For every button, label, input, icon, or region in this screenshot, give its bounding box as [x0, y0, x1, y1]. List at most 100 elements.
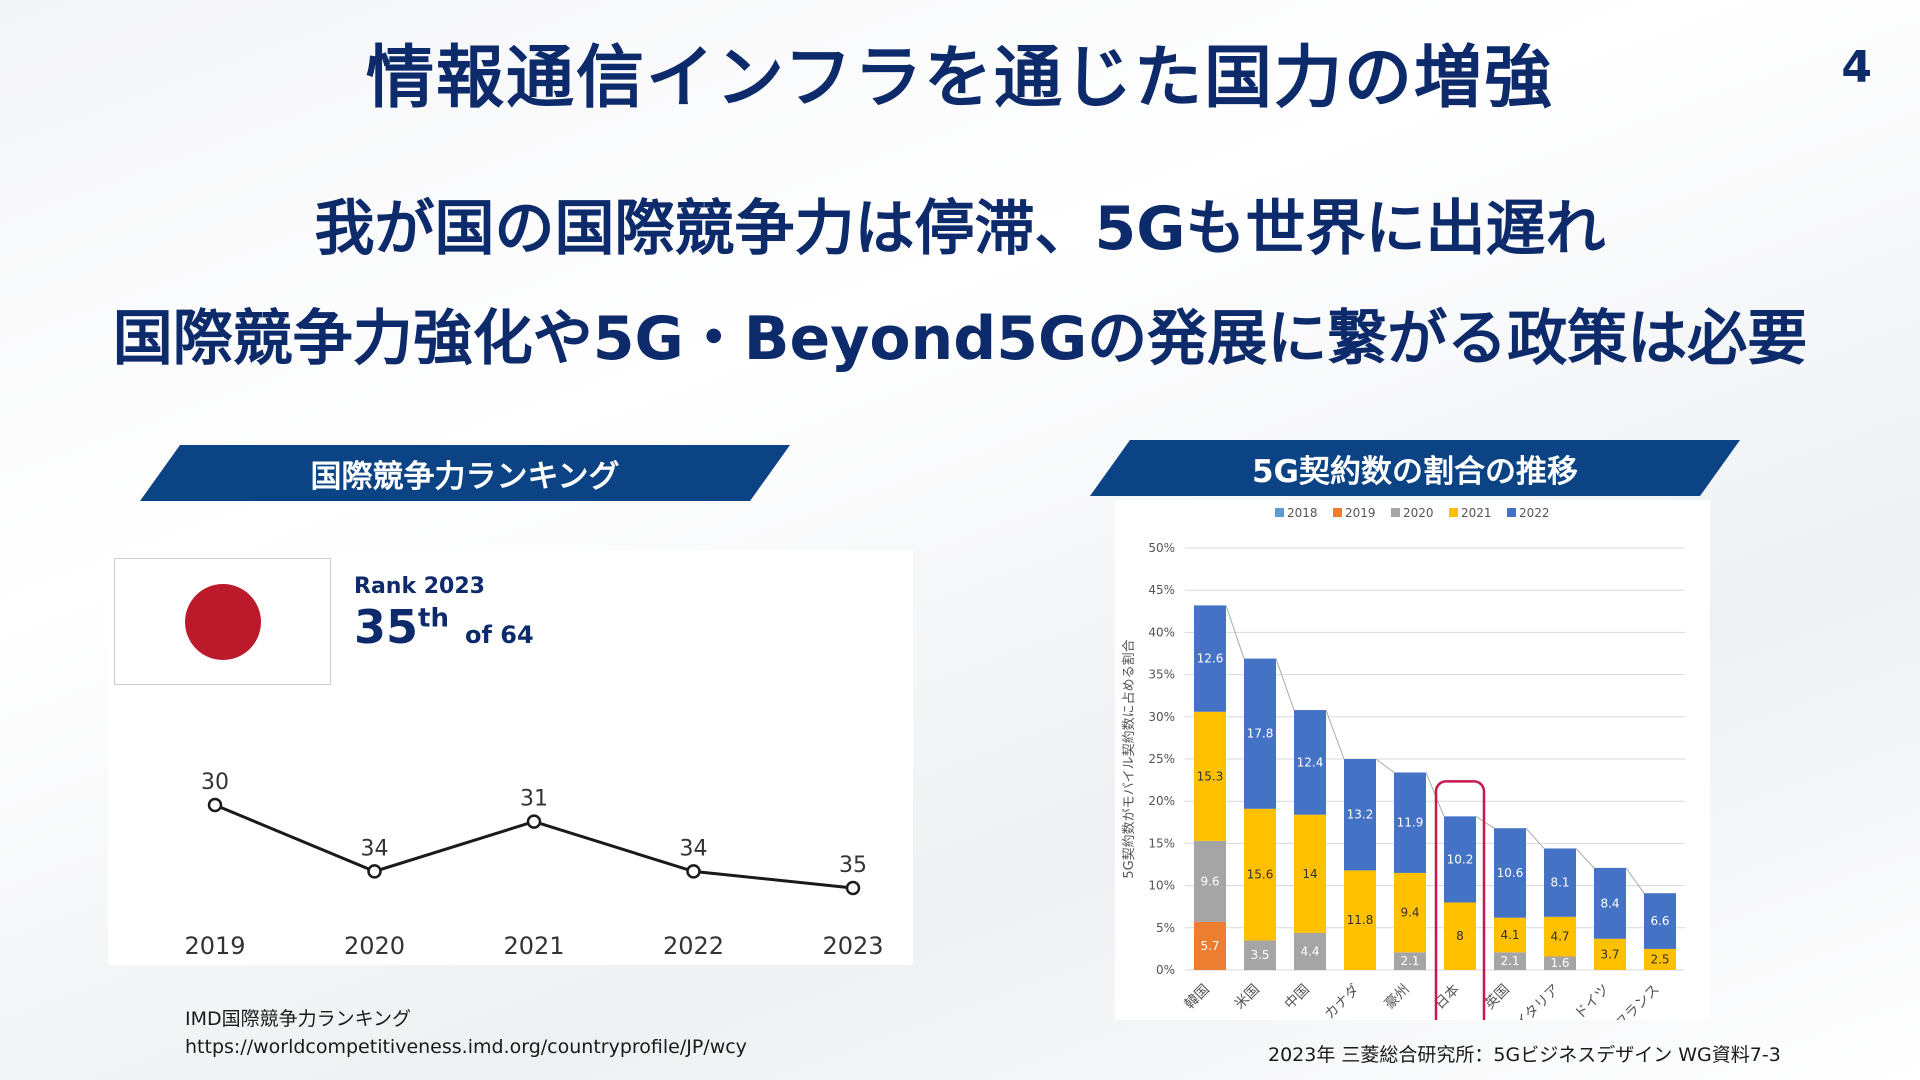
ranking-point-2019: [207, 797, 223, 813]
y-tick-5: 5%: [1156, 921, 1175, 935]
ranking-point-2023: [845, 880, 861, 896]
y-tick-25: 25%: [1148, 752, 1175, 766]
connector-line-3: [1375, 758, 1395, 773]
bar-カナダ-2022: [1344, 759, 1376, 871]
bar-フランス-2022: [1644, 893, 1676, 949]
x-tick-フランス: フランス: [1612, 982, 1663, 1020]
bar-日本-2022: [1444, 816, 1476, 903]
bar-label-イタリア-2022: 8.1: [1550, 876, 1569, 890]
y-tick-15: 15%: [1148, 836, 1175, 850]
ranking-point-2022: [686, 864, 701, 879]
bar-label-英国-2022: 10.6: [1497, 866, 1524, 880]
ranking-source-url[interactable]: https://worldcompetitiveness.imd.org/cou…: [185, 1036, 747, 1058]
ranking-data-label-2020: 34: [361, 836, 389, 861]
bar-label-中国-2021: 14: [1302, 867, 1317, 881]
ranking-x-tick-2022: 2022: [663, 932, 724, 960]
ranking-x-tick-2023: 2023: [822, 932, 883, 960]
ranking-data-label-2021: 31: [520, 787, 548, 812]
bar-豪州-2021: [1394, 872, 1426, 953]
x-tick-ドイツ: ドイツ: [1572, 982, 1613, 1020]
connector-line-2: [1325, 709, 1345, 760]
bar-米国-2020: [1244, 940, 1276, 970]
bar-カナダ-2021: [1344, 870, 1376, 970]
ranking-point-2021: [526, 814, 542, 829]
5g-share-panel: 2018 2019 2020 2021 2022 0% 5% 10% 15% 20% 25% 30% 3…: [1115, 500, 1710, 1032]
bar-イタリア-2020: [1544, 956, 1576, 970]
rank-year-label: Rank 2023: [354, 574, 485, 599]
bar-label-中国-2022: 12.4: [1297, 755, 1324, 769]
ranking-data-label-2022: 34: [680, 836, 708, 861]
legend-swatch-2019: [1333, 508, 1342, 517]
bar-英国-2020: [1494, 952, 1526, 970]
y-tick-50: 50%: [1148, 541, 1175, 555]
bar-豪州-2022: [1394, 772, 1426, 873]
bar-label-韓国-2019: 5.7: [1200, 939, 1219, 953]
bar-韓国-2022: [1194, 605, 1226, 712]
5g-share-bar-chart: 2018 2019 2020 2021 2022 0% 5% 10% 15% 20% 25% 30% 3…: [1121, 506, 1685, 1032]
legend-label-2018: 2018: [1287, 506, 1318, 520]
bar-label-豪州-2020: 2.1: [1400, 954, 1419, 968]
bar-中国-2021: [1294, 814, 1326, 933]
legend-label-2021: 2021: [1461, 506, 1492, 520]
x-tick-英国: 英国: [1481, 981, 1513, 1013]
bar-label-イタリア-2020: 1.6: [1550, 956, 1569, 970]
rank-number: 35: [354, 600, 419, 654]
ranking-source-title: IMD国際競争力ランキング: [185, 1008, 412, 1030]
bar-label-米国-2021: 15.6: [1247, 868, 1274, 882]
ranking-x-tick-2019: 2019: [184, 932, 245, 960]
x-tick-イタリア: イタリア: [1512, 982, 1563, 1020]
5g-share-source: 2023年 三菱総合研究所：5Gビジネスデザイン WG資料7-3: [1268, 1044, 1781, 1066]
bar-label-フランス-2022: 6.6: [1650, 914, 1669, 928]
y-tick-45: 45%: [1148, 583, 1175, 597]
y-tick-35: 35%: [1148, 668, 1175, 682]
legend-swatch-2021: [1449, 508, 1458, 517]
bar-韓国-2020: [1194, 840, 1226, 922]
bar-フランス-2021: [1644, 948, 1676, 970]
bar-label-韓国-2020: 9.6: [1200, 874, 1219, 888]
y-tick-0: 0%: [1156, 963, 1175, 977]
ranking-line-chart: 30 2019 34 2020 31 2021 34 2022 35 2023: [184, 770, 883, 960]
bar-ドイツ-2021: [1594, 938, 1626, 970]
connector-line-0: [1225, 605, 1245, 659]
rank-suffix: th: [418, 603, 449, 634]
x-tick-米国: 米国: [1232, 982, 1263, 1013]
connector-line-1: [1275, 658, 1295, 711]
bar-中国-2020: [1294, 932, 1326, 970]
bar-label-中国-2020: 4.4: [1300, 944, 1319, 958]
rank-value-display: 35th of 64: [354, 600, 534, 654]
bar-イタリア-2021: [1544, 916, 1576, 957]
bar-label-イタリア-2021: 4.7: [1550, 930, 1569, 944]
bar-日本-2021: [1444, 902, 1476, 970]
bar-韓国-2019: [1194, 921, 1226, 970]
legend-label-2022: 2022: [1519, 506, 1550, 520]
headline-policy: 国際競争力強化や5G・Beyond5Gの発展に繋がる政策は必要: [112, 304, 1808, 374]
ranking-source: IMD国際競争力ランキング https://worldcompetitivene…: [185, 1005, 747, 1061]
y-tick-30: 30%: [1148, 710, 1175, 724]
bar-label-米国-2020: 3.5: [1250, 948, 1269, 962]
connector-line-7: [1575, 848, 1595, 869]
ranking-x-tick-2021: 2021: [503, 932, 564, 960]
bar-英国-2022: [1494, 828, 1526, 918]
bar-label-ドイツ-2021: 3.7: [1600, 947, 1619, 961]
bar-label-米国-2022: 17.8: [1247, 727, 1274, 741]
x-tick-カナダ: カナダ: [1322, 982, 1363, 1020]
x-tick-豪州: 豪州: [1382, 982, 1413, 1013]
bar-label-豪州-2022: 11.9: [1397, 816, 1424, 830]
bar-label-カナダ-2021: 11.8: [1347, 913, 1374, 927]
bar-label-英国-2021: 4.1: [1500, 928, 1519, 942]
legend-label-2020: 2020: [1403, 506, 1434, 520]
connector-line-8: [1625, 867, 1645, 894]
bar-label-日本-2021: 8: [1456, 929, 1464, 943]
flag-red-disc: [185, 584, 261, 660]
legend-swatch-2022: [1507, 508, 1516, 517]
connector-line-6: [1525, 827, 1545, 849]
y-tick-20: 20%: [1148, 794, 1175, 808]
rank-of-total: of 64: [464, 621, 534, 649]
ranking-x-tick-2020: 2020: [344, 932, 405, 960]
y-tick-10: 10%: [1148, 879, 1175, 893]
bar-豪州-2020: [1394, 952, 1426, 970]
bar-英国-2021: [1494, 917, 1526, 953]
bar-label-フランス-2021: 2.5: [1650, 952, 1669, 966]
bar-label-豪州-2021: 9.4: [1400, 906, 1419, 920]
bar-中国-2022: [1294, 710, 1326, 815]
